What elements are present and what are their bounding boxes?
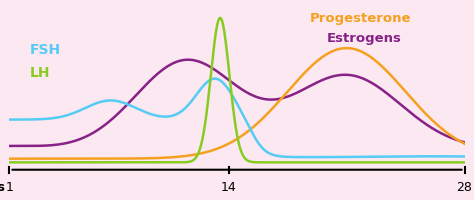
Text: Progesterone: Progesterone (310, 11, 411, 24)
Text: 28: 28 (456, 180, 473, 193)
Text: LH: LH (30, 66, 50, 80)
Text: FSH: FSH (30, 43, 61, 57)
Text: 1: 1 (6, 180, 13, 193)
Text: Days: Days (0, 180, 6, 193)
Text: Estrogens: Estrogens (326, 32, 401, 45)
Text: 14: 14 (221, 180, 237, 193)
